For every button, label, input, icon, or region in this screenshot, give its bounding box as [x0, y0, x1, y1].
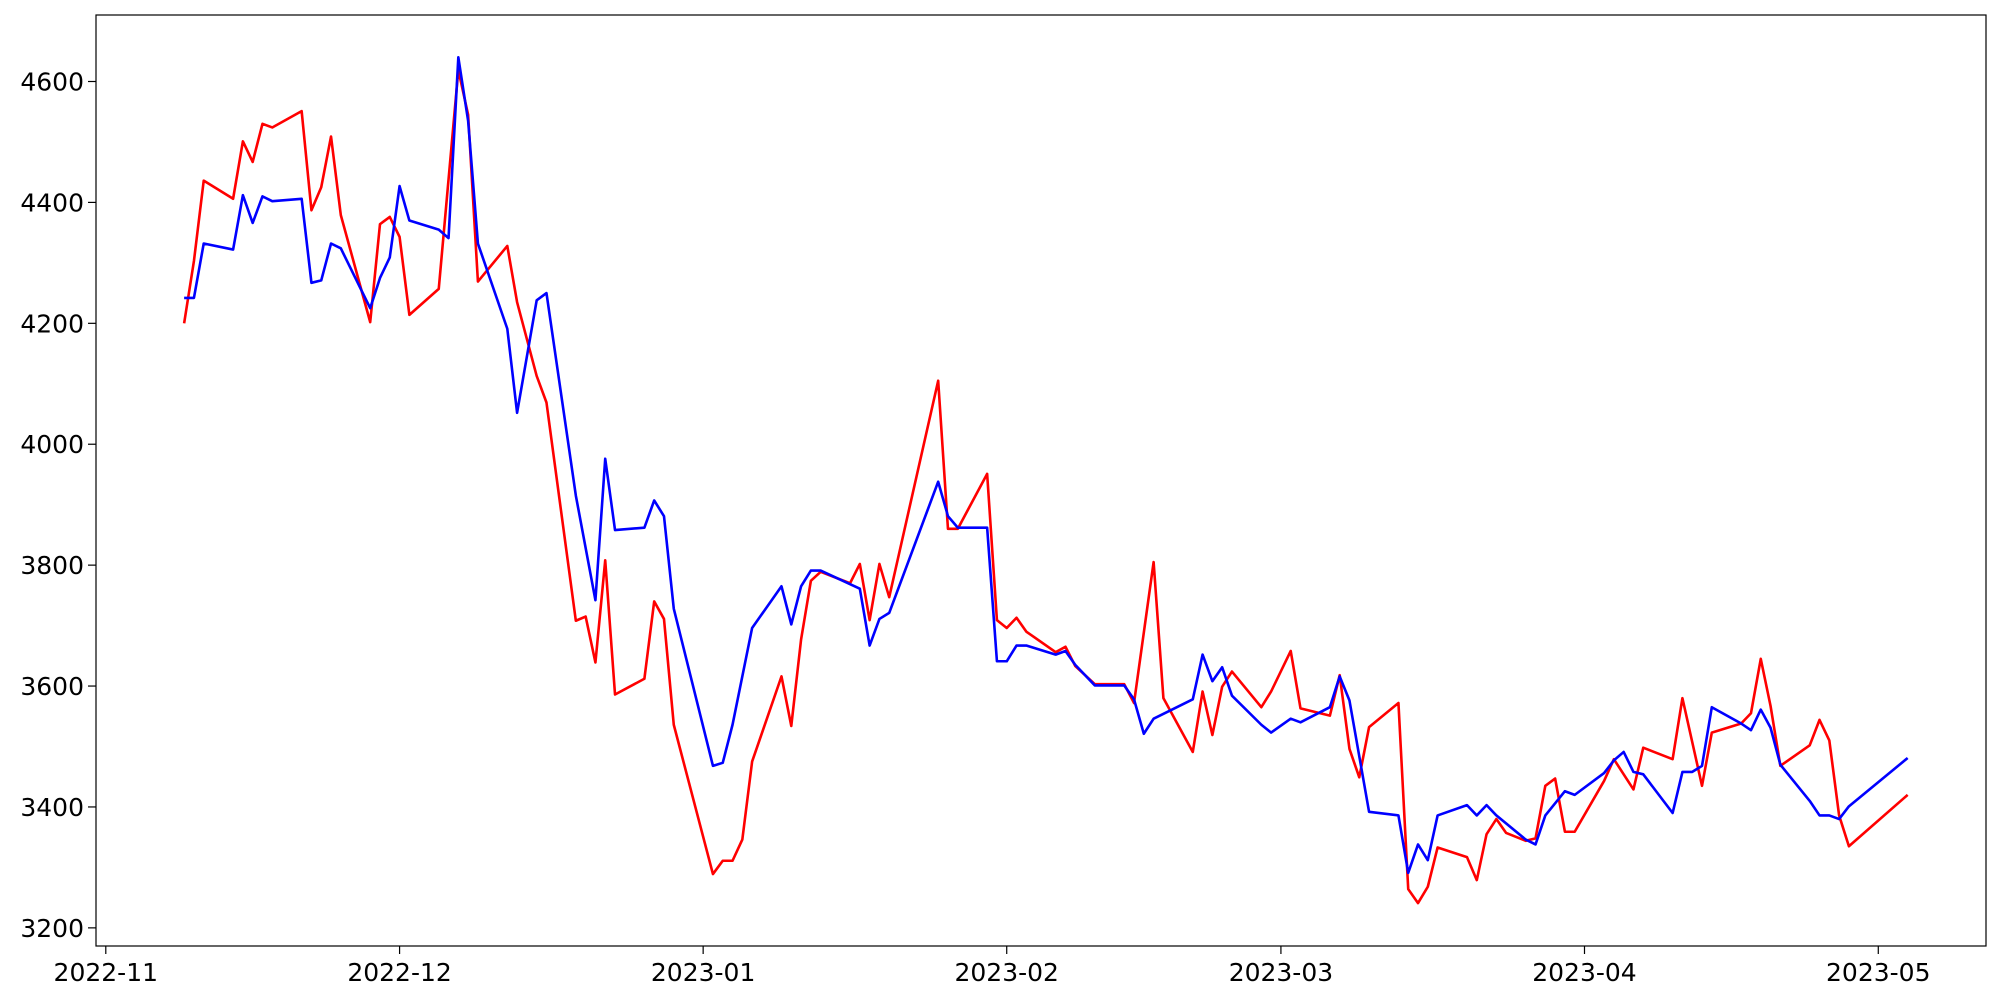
x-tick-label: 2023-05 [1826, 958, 1930, 987]
y-tick-label: 3400 [20, 793, 84, 822]
x-tick-label: 2022-11 [54, 958, 158, 987]
data-line [184, 56, 1909, 875]
x-tick-label: 2023-02 [954, 958, 1058, 987]
y-tick-label: 4000 [20, 430, 84, 459]
y-tick-label: 3200 [20, 914, 84, 943]
plot-frame [95, 14, 1987, 947]
y-tick-label: 4400 [20, 188, 84, 217]
x-tick-label: 2023-04 [1532, 958, 1636, 987]
y-tick-label: 4600 [20, 68, 84, 97]
x-tick-label: 2023-01 [651, 958, 755, 987]
x-tick-label: 2023-03 [1229, 958, 1333, 987]
data-line [182, 68, 1909, 905]
x-tick-label: 2022-12 [347, 958, 451, 987]
y-tick-label: 3600 [20, 672, 84, 701]
y-tick-label: 3800 [20, 551, 84, 580]
y-tick-label: 4200 [20, 309, 84, 338]
